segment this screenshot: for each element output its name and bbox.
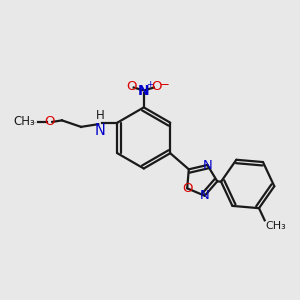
Text: O: O <box>126 80 136 93</box>
Text: O: O <box>151 80 161 93</box>
Text: methoxy: methoxy <box>31 121 38 122</box>
Text: H: H <box>96 109 104 122</box>
Text: CH₃: CH₃ <box>13 116 35 128</box>
Text: N: N <box>95 123 106 138</box>
Text: N: N <box>202 158 212 172</box>
Text: O: O <box>44 116 55 128</box>
Text: N: N <box>200 189 210 202</box>
Text: −: − <box>160 78 170 91</box>
Text: O: O <box>182 182 192 195</box>
Text: N: N <box>138 84 150 98</box>
Text: CH₃: CH₃ <box>266 221 286 231</box>
Text: +: + <box>146 80 154 89</box>
